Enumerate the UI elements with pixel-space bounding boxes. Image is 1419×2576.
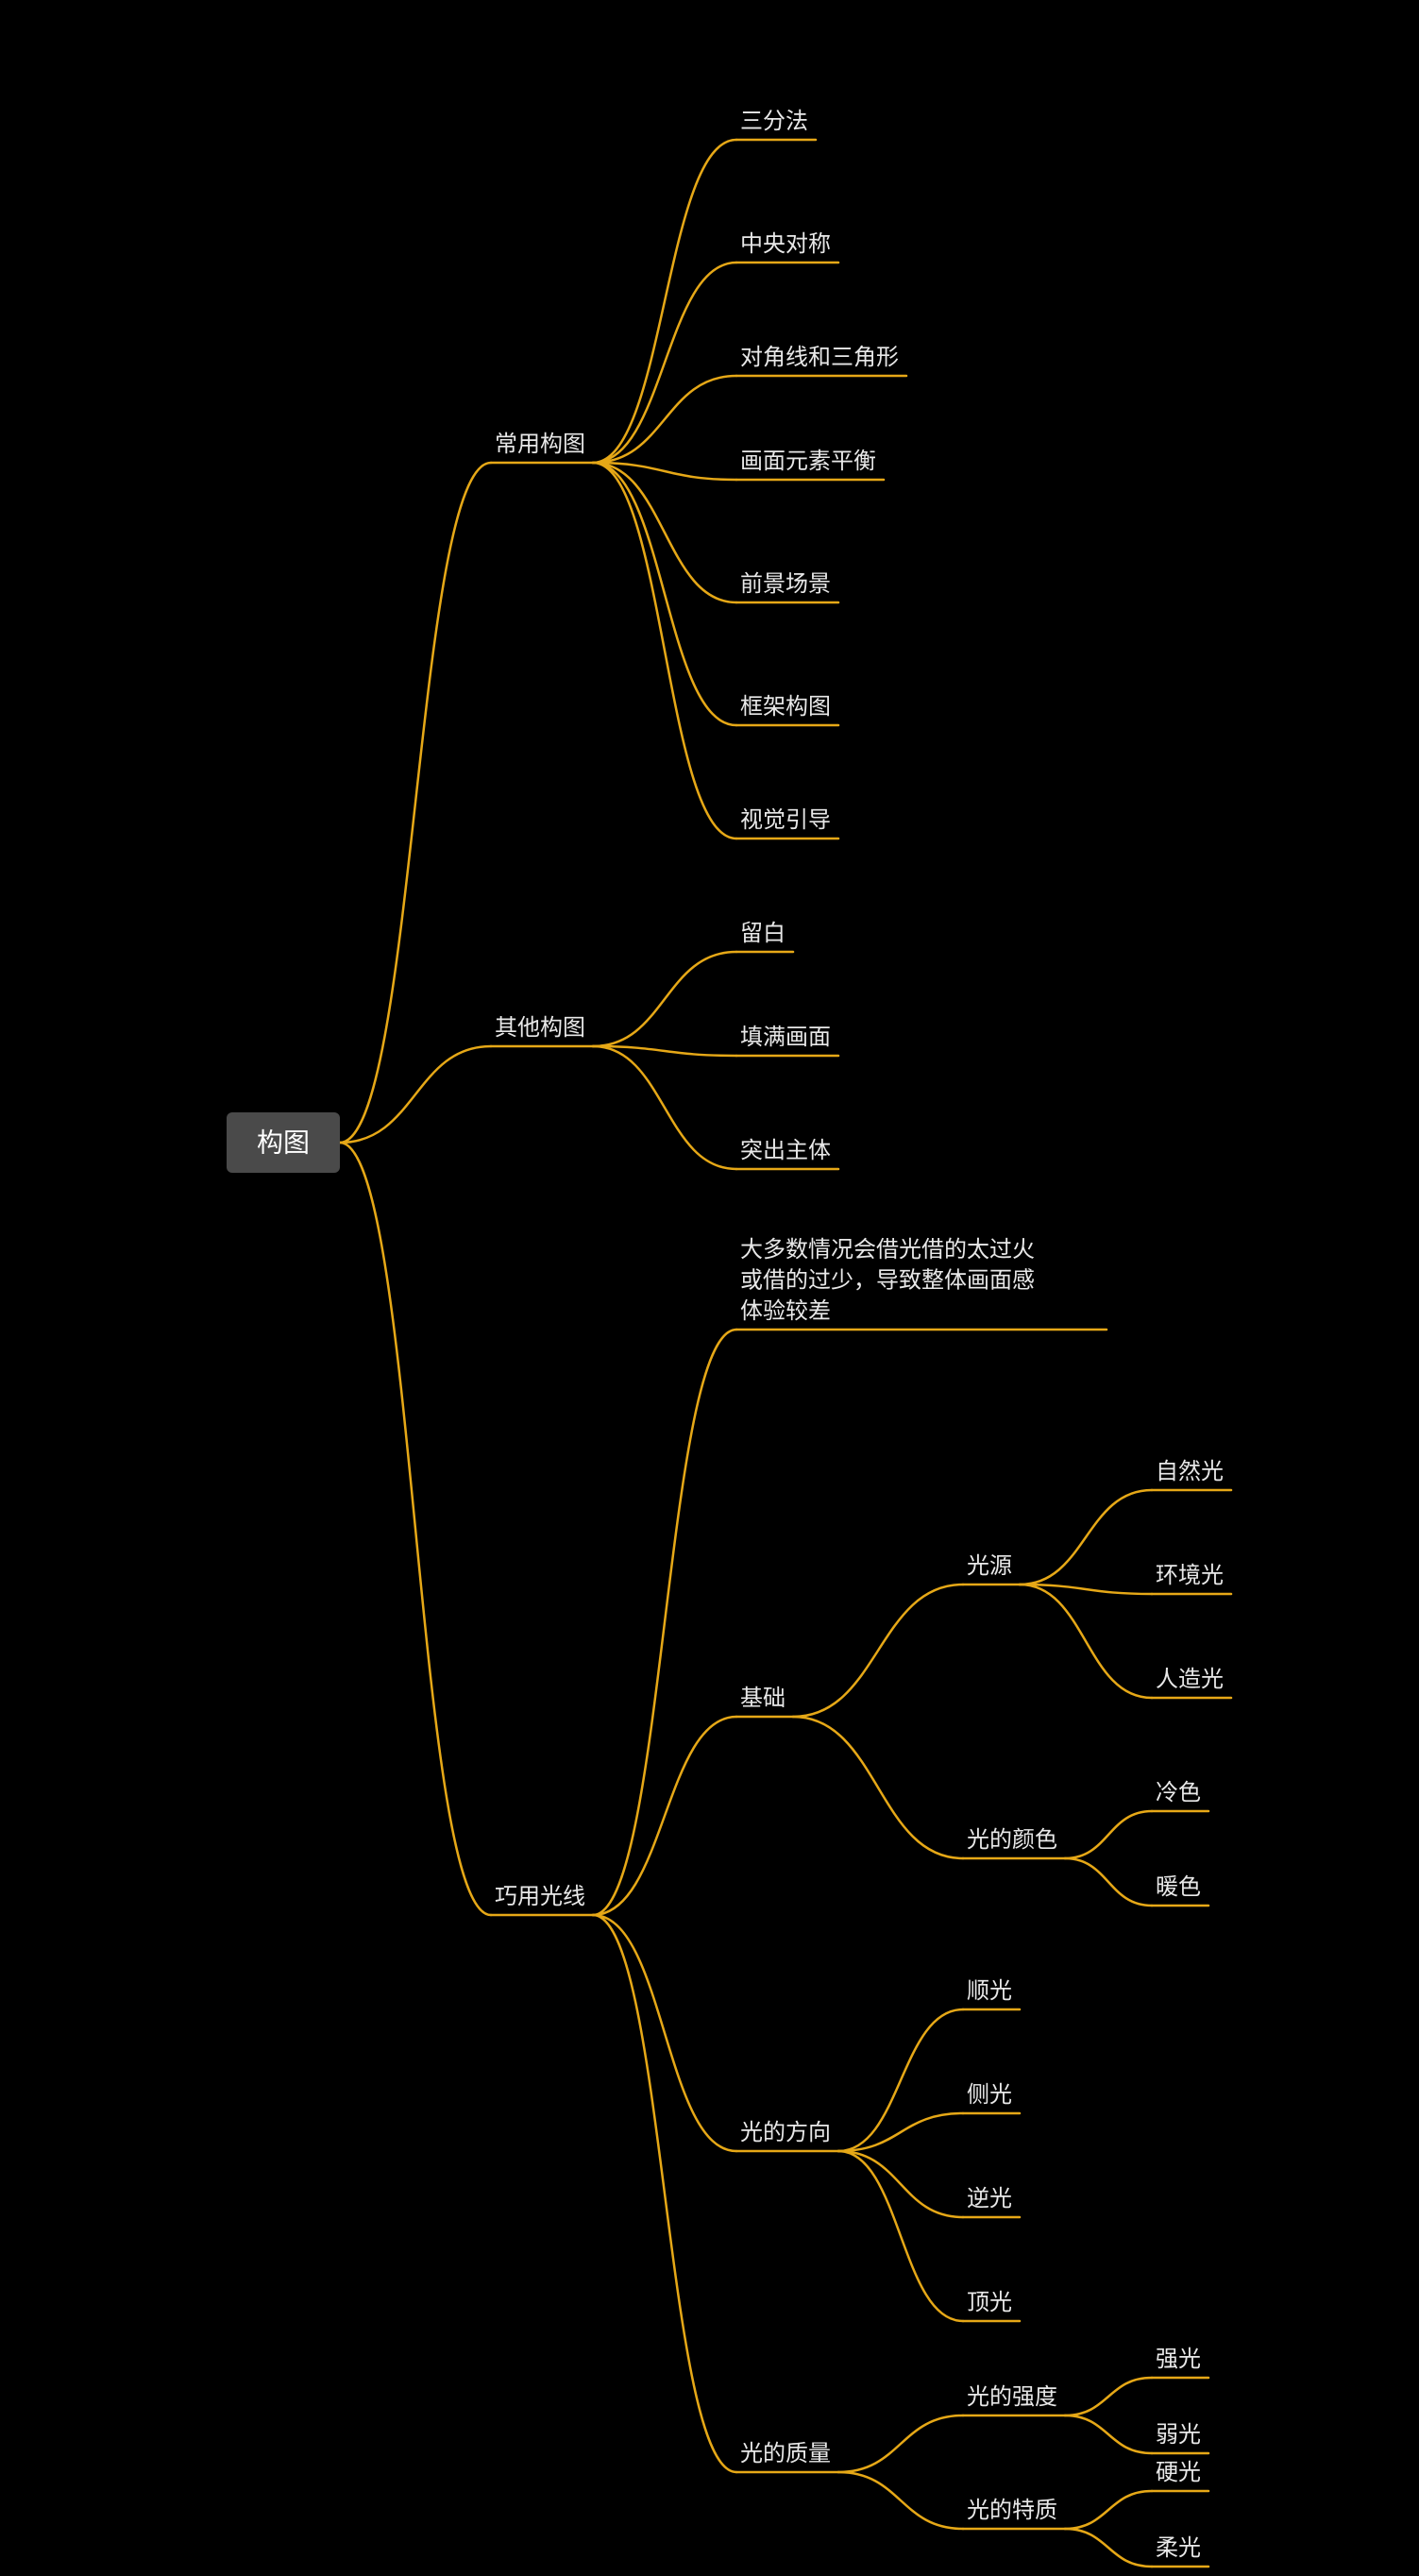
- mindmap-node-label[interactable]: 强光: [1156, 2347, 1201, 2372]
- mindmap-edge: [593, 463, 736, 839]
- mindmap-node-label[interactable]: 对角线和三角形: [740, 345, 899, 370]
- mindmap-edge: [1020, 1490, 1152, 1585]
- mindmap-node-label[interactable]: 弱光: [1156, 2422, 1201, 2448]
- mindmap-node-label[interactable]: 三分法: [740, 109, 808, 134]
- mindmap-edge: [593, 1046, 736, 1169]
- mindmap-node-label[interactable]: 前景场景: [740, 571, 831, 597]
- mindmap-node-label[interactable]: 冷色: [1156, 1780, 1201, 1805]
- mindmap-node-label[interactable]: 人造光: [1156, 1667, 1224, 1692]
- mindmap-edge: [1065, 2415, 1152, 2453]
- mindmap-node-label[interactable]: 大多数情况会借光借的太过火或借的过少，导致整体画面感体验较差: [740, 1238, 1035, 1325]
- mindmap-node-label[interactable]: 光的质量: [740, 2441, 831, 2466]
- mindmap-edge: [838, 2415, 963, 2472]
- mindmap-node-label[interactable]: 暖色: [1156, 1874, 1201, 1900]
- mindmap-edge: [593, 1915, 736, 2472]
- mindmap-edge: [340, 463, 491, 1143]
- mindmap-edge: [1065, 2378, 1152, 2415]
- mindmap-node-label[interactable]: 巧用光线: [495, 1884, 585, 1909]
- mindmap-node-label[interactable]: 光源: [967, 1553, 1012, 1579]
- mindmap-edge: [838, 2472, 963, 2529]
- mindmap-node-label[interactable]: 基础: [740, 1686, 786, 1711]
- mindmap-edge: [593, 463, 736, 725]
- mindmap-edge: [793, 1585, 963, 1717]
- mindmap-edge: [838, 2009, 963, 2151]
- mindmap-node-label[interactable]: 光的方向: [740, 2120, 831, 2145]
- mindmap-edge: [838, 2151, 963, 2321]
- mindmap-node-label[interactable]: 环境光: [1156, 1563, 1224, 1588]
- mindmap-edge: [340, 1143, 491, 1915]
- mindmap-edge: [1065, 2529, 1152, 2567]
- mindmap-node-label[interactable]: 框架构图: [740, 694, 831, 720]
- mindmap-node-label[interactable]: 顶光: [967, 2290, 1012, 2315]
- mindmap-edge: [838, 2151, 963, 2217]
- mindmap-node-label[interactable]: 侧光: [967, 2082, 1012, 2108]
- mindmap-edge: [593, 952, 736, 1046]
- mindmap-node-label[interactable]: 填满画面: [740, 1025, 831, 1050]
- mindmap-node-label[interactable]: 常用构图: [495, 432, 585, 457]
- mindmap-node-label[interactable]: 光的强度: [967, 2384, 1057, 2410]
- mindmap-edge: [1065, 1858, 1152, 1906]
- mindmap-node-label[interactable]: 其他构图: [495, 1015, 585, 1041]
- mindmap-node-label[interactable]: 硬光: [1156, 2460, 1201, 2485]
- mindmap-node-label[interactable]: 顺光: [967, 1978, 1012, 2004]
- mindmap-node-label[interactable]: 逆光: [967, 2186, 1012, 2212]
- mindmap-edge: [340, 1046, 491, 1143]
- mindmap-edge: [593, 140, 736, 463]
- mindmap-edge: [1065, 2491, 1152, 2529]
- mindmap-edge: [1020, 1585, 1152, 1698]
- mindmap-edge: [593, 1330, 736, 1915]
- mindmap-root-label: 构图: [257, 1127, 310, 1157]
- mindmap-node-label[interactable]: 留白: [740, 921, 786, 946]
- mindmap-edge: [593, 263, 736, 463]
- mindmap-edge: [593, 463, 736, 602]
- mindmap-edge: [593, 1915, 736, 2151]
- mindmap-node-label[interactable]: 突出主体: [740, 1138, 831, 1163]
- mindmap-node-label[interactable]: 柔光: [1156, 2535, 1201, 2561]
- mindmap-edge: [1065, 1811, 1152, 1858]
- mindmap-node-label[interactable]: 光的特质: [967, 2498, 1057, 2523]
- mindmap-edge: [793, 1717, 963, 1858]
- mindmap-node-label[interactable]: 视觉引导: [740, 807, 831, 833]
- mindmap-canvas[interactable]: 构图 常用构图 三分法中央对称对角线和三角形画面元素平衡前景场景框架构图视觉引导其他…: [0, 0, 1419, 2576]
- mindmap-edge: [593, 1717, 736, 1915]
- mindmap-node-label[interactable]: 画面元素平衡: [740, 449, 876, 474]
- mindmap-node-label[interactable]: 自然光: [1156, 1459, 1224, 1484]
- mindmap-node-label[interactable]: 中央对称: [740, 231, 831, 257]
- mindmap-node-label[interactable]: 光的颜色: [967, 1827, 1057, 1853]
